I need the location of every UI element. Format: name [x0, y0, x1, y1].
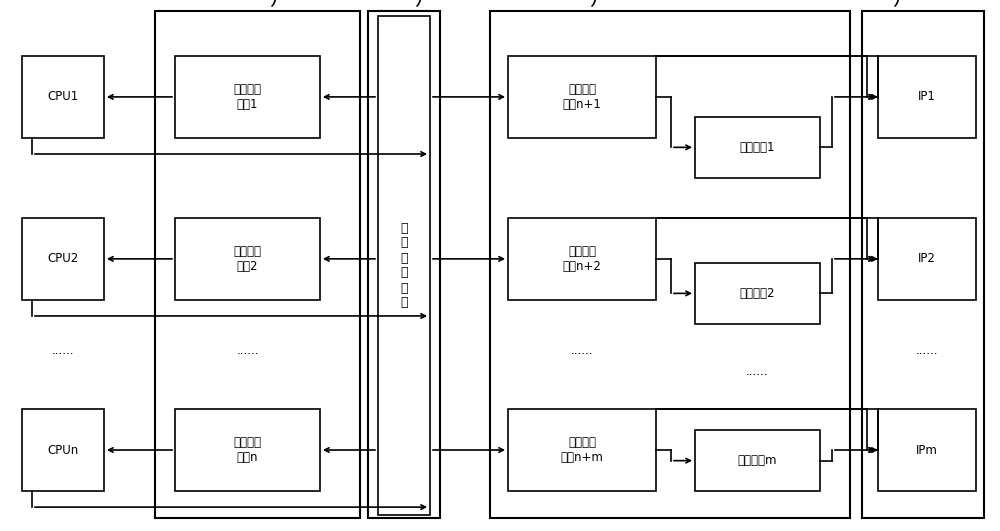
Bar — [368, 11, 440, 518]
Text: 电源接口2: 电源接口2 — [740, 287, 775, 300]
Bar — [695, 430, 820, 491]
Bar — [22, 218, 104, 300]
Text: 电源接口1: 电源接口1 — [740, 141, 775, 154]
Bar — [508, 56, 656, 138]
Text: ......: ...... — [746, 365, 768, 378]
Bar — [878, 218, 976, 300]
Text: 门控时钟
模块2: 门控时钟 模块2 — [234, 245, 262, 273]
Text: ......: ...... — [237, 344, 259, 357]
Bar — [695, 263, 820, 324]
Bar — [878, 409, 976, 491]
Text: 门控时钟
模块1: 门控时钟 模块1 — [234, 83, 262, 111]
Text: IP2: IP2 — [918, 252, 936, 266]
Bar — [862, 11, 984, 518]
Text: 电源接口m: 电源接口m — [738, 454, 777, 467]
Text: 门控时钟
模块n+2: 门控时钟 模块n+2 — [563, 245, 601, 273]
Bar — [878, 56, 976, 138]
Text: CPU2: CPU2 — [47, 252, 79, 266]
Text: IPm: IPm — [916, 443, 938, 457]
Bar — [155, 11, 360, 518]
Bar — [175, 409, 320, 491]
Bar — [175, 218, 320, 300]
Text: IP1: IP1 — [918, 90, 936, 104]
Bar — [490, 11, 850, 518]
Text: ......: ...... — [916, 344, 938, 357]
Text: ......: ...... — [571, 344, 593, 357]
Bar — [22, 56, 104, 138]
Text: CPU1: CPU1 — [47, 90, 79, 104]
Bar — [22, 409, 104, 491]
Bar — [695, 117, 820, 178]
Bar — [508, 409, 656, 491]
Bar — [175, 56, 320, 138]
Text: ......: ...... — [52, 344, 74, 357]
Bar — [378, 16, 430, 515]
Text: 门控时钟
模块n+1: 门控时钟 模块n+1 — [563, 83, 601, 111]
Text: CPUn: CPUn — [47, 443, 79, 457]
Text: 门控时钟
模块n: 门控时钟 模块n — [234, 436, 262, 464]
Text: 时
钟
管
理
单
元: 时 钟 管 理 单 元 — [400, 221, 408, 310]
Text: 门控时钟
模块n+m: 门控时钟 模块n+m — [561, 436, 603, 464]
Bar — [508, 218, 656, 300]
